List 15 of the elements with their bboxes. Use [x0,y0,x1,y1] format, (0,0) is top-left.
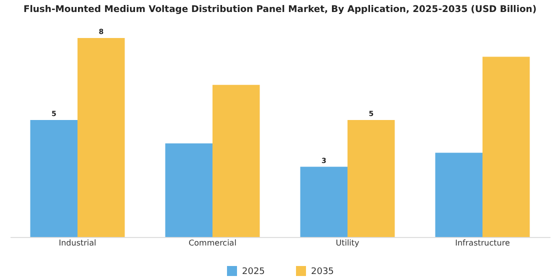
x-tick-label: Infrastructure [455,238,510,248]
bar [300,166,348,237]
bar [30,120,78,237]
x-tick-label: Industrial [58,238,96,248]
bar [165,143,212,237]
x-tick-label: Utility [336,238,360,248]
bar [78,38,125,237]
bar [482,56,530,237]
bar [348,120,395,237]
chart-title: Flush-Mounted Medium Voltage Distribution Panel Market, By Application, 2025-2035 (USD Billion) [23,4,537,15]
legend-label: 2035 [311,267,334,277]
legend-label: 2025 [242,267,265,277]
bar [212,84,260,237]
x-tick-label: Commercial [188,238,236,248]
bar [435,152,482,237]
